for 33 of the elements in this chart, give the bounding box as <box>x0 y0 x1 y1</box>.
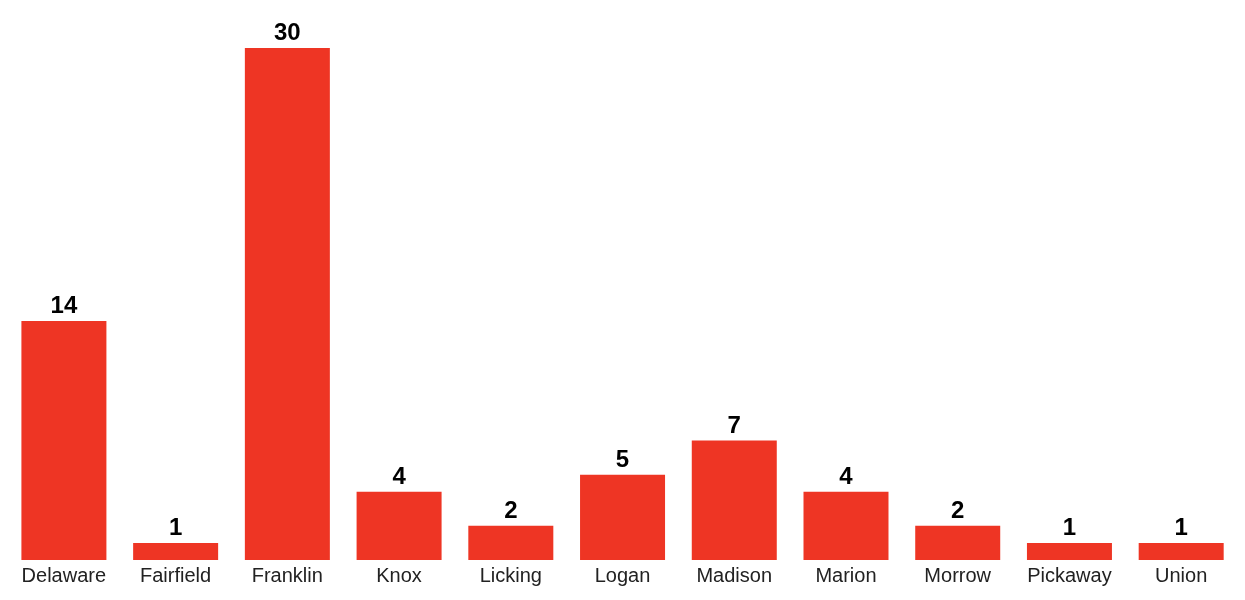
bar <box>21 321 107 560</box>
data-label: 4 <box>392 461 407 489</box>
bar <box>691 440 777 560</box>
data-label: 4 <box>839 461 854 489</box>
bar <box>468 525 554 560</box>
bar <box>915 525 1001 560</box>
data-label: 1 <box>168 512 183 540</box>
x-tick-label: Logan <box>594 564 651 587</box>
data-label: 30 <box>274 18 301 45</box>
bar <box>133 542 219 560</box>
x-tick-label: Morrow <box>924 564 992 587</box>
bar <box>244 48 330 560</box>
x-tick-label: Fairfield <box>140 564 212 587</box>
bar <box>356 491 442 560</box>
data-label: 1 <box>1062 512 1077 540</box>
data-label: 5 <box>615 444 630 472</box>
data-label: 14 <box>50 291 78 319</box>
x-tick-label: Knox <box>376 564 422 587</box>
data-label: 2 <box>504 495 518 523</box>
bar <box>1138 542 1224 560</box>
x-tick-label: Marion <box>815 564 877 587</box>
x-tick-label: Franklin <box>251 564 323 587</box>
x-tick-label: Licking <box>479 564 542 587</box>
bar <box>580 474 666 560</box>
data-label: 2 <box>951 495 965 523</box>
x-tick-label: Union <box>1155 564 1208 587</box>
bar <box>803 491 889 560</box>
x-tick-label: Pickaway <box>1027 564 1112 587</box>
bar <box>1026 542 1112 560</box>
x-tick-label: Delaware <box>21 564 107 587</box>
x-tick-label: Madison <box>696 564 773 587</box>
data-label: 7 <box>727 410 741 438</box>
data-label: 1 <box>1174 512 1188 540</box>
